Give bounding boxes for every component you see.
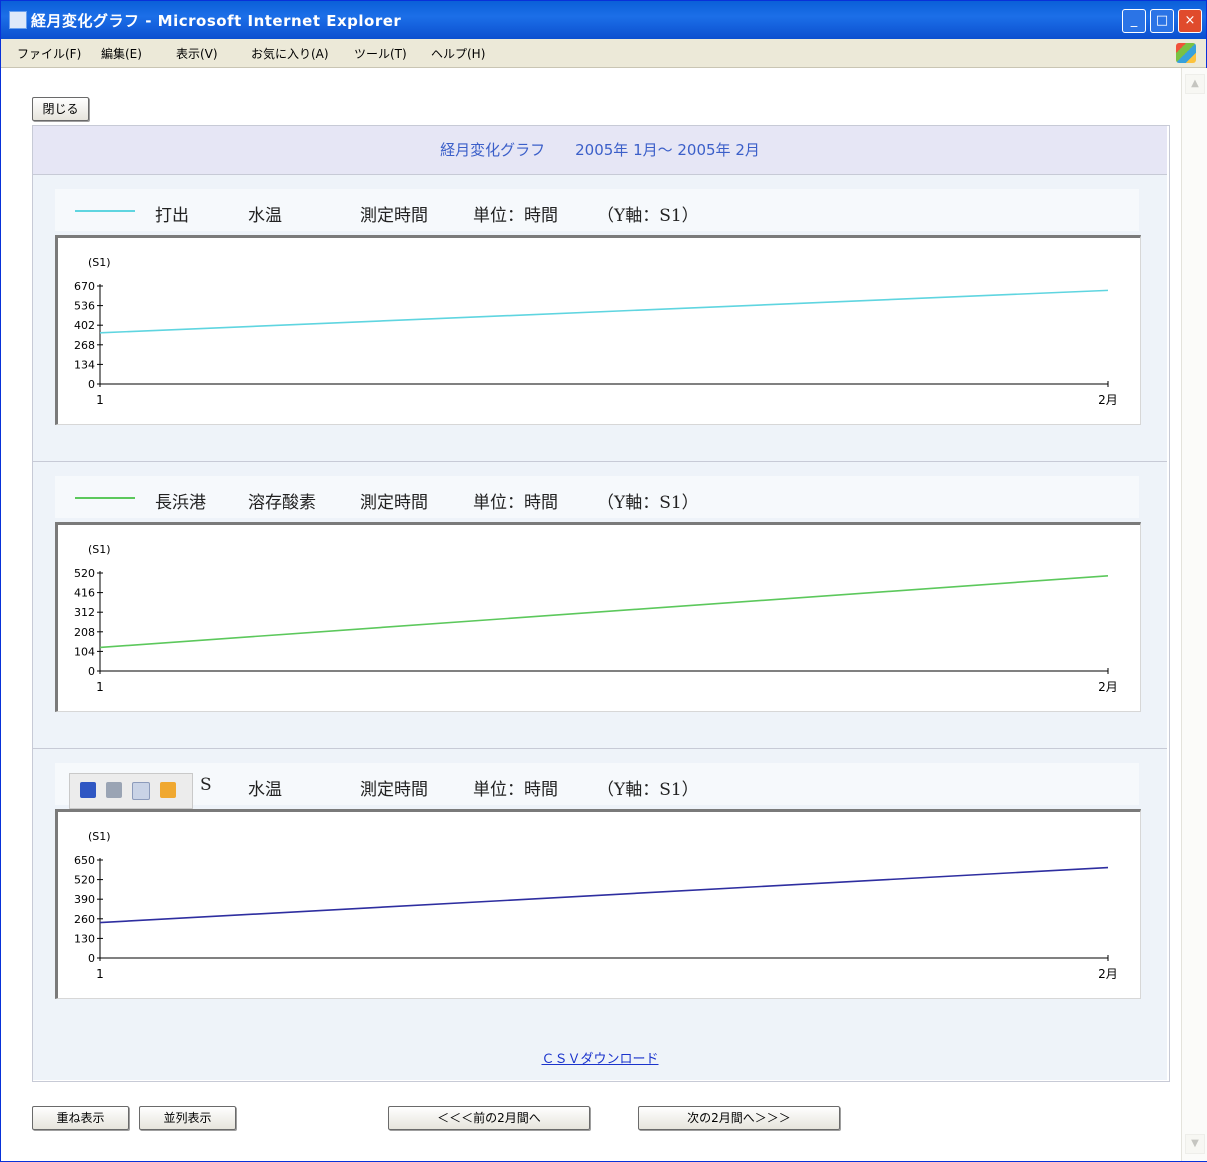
- line-chart-3: (S1) 0 130 260 390 520 650 1 2月: [74, 830, 1118, 981]
- ie-page-icon: [9, 11, 27, 29]
- page-content: 閉じる 経月変化グラフ 2005年 1月～ 2005年 2月 打出 水温 測定時…: [1, 68, 1181, 1161]
- y-tick-label: 0: [88, 378, 95, 391]
- y-tick-label: 0: [88, 952, 95, 965]
- image-toolbar: [69, 773, 193, 809]
- y-unit-label: (S1): [88, 256, 111, 269]
- vertical-scrollbar[interactable]: ▲ ▼: [1181, 68, 1207, 1161]
- y-unit-label: (S1): [88, 830, 111, 843]
- chart-area-3: (S1) 0 130 260 390 520 650 1 2月: [55, 809, 1141, 999]
- legend-swatch-1: [75, 210, 135, 212]
- windows-logo-icon: [1176, 43, 1196, 63]
- y-tick-label: 260: [74, 913, 95, 926]
- legend-measure: 測定時間: [360, 206, 428, 226]
- menu-favorites[interactable]: お気に入り(A): [251, 47, 329, 61]
- save-image-icon[interactable]: [80, 782, 96, 798]
- y-unit-label: (S1): [88, 543, 111, 556]
- minimize-button[interactable]: _: [1122, 9, 1146, 33]
- line-chart-2: (S1) 0 104 208 312 416 520 1 2月: [74, 543, 1118, 694]
- legend-station: 長浜港: [155, 493, 206, 513]
- y-tick-label: 390: [74, 893, 95, 906]
- series-line: [99, 866, 1109, 924]
- y-tick-label: 520: [74, 874, 95, 887]
- legend-swatch-2: [75, 497, 135, 499]
- legend-axis: （Y軸：S1）: [597, 780, 699, 800]
- title-bar: 経月変化グラフ - Microsoft Internet Explorer _ …: [1, 1, 1206, 39]
- chart-legend-1: 打出 水温 測定時間 単位：時間 （Y軸：S1）: [55, 189, 1139, 231]
- x-tick-label: 2月: [1098, 967, 1118, 981]
- legend-unit: 単位：時間: [473, 493, 558, 513]
- graph-header: 経月変化グラフ 2005年 1月～ 2005年 2月: [33, 126, 1167, 175]
- legend-station: 打出: [155, 206, 189, 226]
- chart-section-3: S 水温 測定時間 単位：時間 （Y軸：S1） (S1) 0 130 260 390 52…: [33, 749, 1167, 1036]
- menu-view[interactable]: 表示(V): [176, 47, 218, 61]
- legend-station: S: [200, 775, 212, 795]
- graph-panel: 経月変化グラフ 2005年 1月～ 2005年 2月 打出 水温 測定時間 単位…: [32, 125, 1170, 1082]
- series-line: [99, 289, 1109, 334]
- y-tick-label: 520: [74, 567, 95, 580]
- legend-axis: （Y軸：S1）: [597, 206, 699, 226]
- print-icon[interactable]: [106, 782, 122, 798]
- line-chart-1: (S1) 0 134 268 402 536 670 1 2月: [74, 256, 1118, 407]
- scroll-down-arrow-icon[interactable]: ▼: [1185, 1134, 1205, 1154]
- y-tick-label: 402: [74, 319, 95, 332]
- chart-section-2: 長浜港 溶存酸素 測定時間 単位：時間 （Y軸：S1） (S1) 0 104 208 3…: [33, 462, 1167, 749]
- y-tick-label: 134: [74, 358, 95, 371]
- legend-measure: 測定時間: [360, 493, 428, 513]
- chart-section-1: 打出 水温 測定時間 単位：時間 （Y軸：S1） (S1) 0 134 268 402 5…: [33, 175, 1167, 462]
- y-tick-label: 536: [74, 300, 95, 313]
- menu-edit[interactable]: 編集(E): [101, 47, 142, 61]
- x-tick-label: 1: [96, 680, 104, 694]
- csv-band: ＣＳＶダウンロード: [33, 1032, 1167, 1080]
- legend-unit: 単位：時間: [473, 206, 558, 226]
- menu-file[interactable]: ファイル(F): [17, 47, 82, 61]
- folder-icon[interactable]: [160, 782, 176, 798]
- y-tick-label: 0: [88, 665, 95, 678]
- x-tick-label: 1: [96, 393, 104, 407]
- close-page-button[interactable]: 閉じる: [32, 97, 89, 121]
- window-title: 経月変化グラフ - Microsoft Internet Explorer: [31, 12, 402, 30]
- page-title: 経月変化グラフ 2005年 1月～ 2005年 2月: [440, 141, 760, 159]
- scroll-up-arrow-icon[interactable]: ▲: [1185, 74, 1205, 94]
- x-tick-label: 1: [96, 967, 104, 981]
- csv-download-link[interactable]: ＣＳＶダウンロード: [541, 1052, 659, 1067]
- chart-area-1: (S1) 0 134 268 402 536 670 1 2月: [55, 235, 1141, 425]
- maximize-button[interactable]: □: [1150, 9, 1174, 33]
- y-tick-label: 268: [74, 339, 95, 352]
- prev-period-button[interactable]: ＜＜＜前の2月間へ: [388, 1106, 590, 1130]
- chart-area-2: (S1) 0 104 208 312 416 520 1 2月: [55, 522, 1141, 712]
- y-tick-label: 208: [74, 626, 95, 639]
- chart-legend-2: 長浜港 溶存酸素 測定時間 単位：時間 （Y軸：S1）: [55, 476, 1139, 518]
- legend-unit: 単位：時間: [473, 780, 558, 800]
- close-window-button[interactable]: ×: [1178, 9, 1202, 33]
- overlay-display-button[interactable]: 重ね表示: [32, 1106, 129, 1130]
- legend-item: 水温: [248, 780, 282, 800]
- legend-measure: 測定時間: [360, 780, 428, 800]
- legend-item: 溶存酸素: [248, 493, 316, 513]
- y-tick-label: 650: [74, 854, 95, 867]
- series-line: [99, 575, 1109, 649]
- menu-bar: ファイル(F) 編集(E) 表示(V) お気に入り(A) ツール(T) ヘルプ(…: [1, 39, 1206, 68]
- x-tick-label: 2月: [1098, 393, 1118, 407]
- x-tick-label: 2月: [1098, 680, 1118, 694]
- mail-icon[interactable]: [132, 782, 150, 800]
- y-tick-label: 130: [74, 932, 95, 945]
- chart-legend-3: S 水温 測定時間 単位：時間 （Y軸：S1）: [55, 763, 1139, 809]
- y-tick-label: 104: [74, 645, 95, 658]
- menu-help[interactable]: ヘルプ(H): [431, 47, 486, 61]
- legend-item: 水温: [248, 206, 282, 226]
- next-period-button[interactable]: 次の2月間へ＞＞＞: [638, 1106, 840, 1130]
- parallel-display-button[interactable]: 並列表示: [139, 1106, 236, 1130]
- y-tick-label: 416: [74, 587, 95, 600]
- menu-tools[interactable]: ツール(T): [354, 47, 407, 61]
- legend-axis: （Y軸：S1）: [597, 493, 699, 513]
- y-tick-label: 312: [74, 606, 95, 619]
- y-tick-label: 670: [74, 280, 95, 293]
